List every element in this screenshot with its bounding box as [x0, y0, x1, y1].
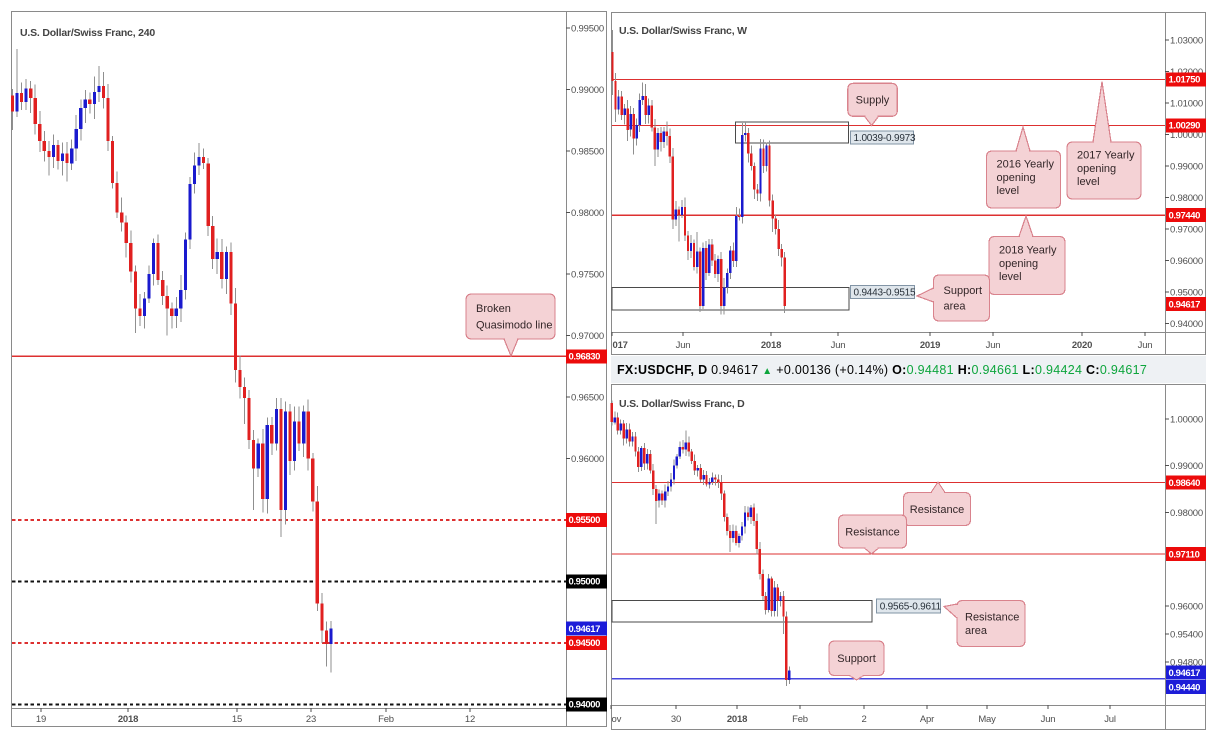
- svg-text:opening: opening: [1077, 163, 1116, 175]
- svg-text:0.96500: 0.96500: [571, 392, 604, 403]
- svg-text:0.95500: 0.95500: [569, 515, 601, 526]
- svg-text:0.94000: 0.94000: [1170, 319, 1203, 330]
- svg-text:0.94617: 0.94617: [569, 624, 601, 635]
- svg-text:ov: ov: [612, 714, 622, 725]
- svg-text:0.97440: 0.97440: [1169, 211, 1201, 222]
- svg-text:FX:USDCHF, D 0.94617 ▲ +0.0013: FX:USDCHF, D 0.94617 ▲ +0.00136 (+0.14%)…: [617, 363, 1147, 377]
- svg-text:12: 12: [465, 714, 475, 725]
- svg-text:Support: Support: [837, 653, 876, 665]
- svg-text:0.96000: 0.96000: [1170, 601, 1203, 612]
- svg-text:0.99500: 0.99500: [571, 24, 604, 35]
- svg-text:0.94440: 0.94440: [1169, 682, 1201, 693]
- svg-text:Jun: Jun: [1138, 340, 1153, 351]
- svg-text:1.00000: 1.00000: [1170, 130, 1203, 141]
- svg-text:U.S. Dollar/Swiss Franc, D: U.S. Dollar/Swiss Franc, D: [619, 398, 745, 410]
- svg-text:2019: 2019: [920, 340, 940, 351]
- svg-text:2: 2: [861, 714, 866, 725]
- svg-text:23: 23: [306, 714, 316, 725]
- svg-text:level: level: [1077, 176, 1100, 188]
- svg-text:1.0039-0.9973: 1.0039-0.9973: [854, 133, 917, 144]
- svg-text:Resistance: Resistance: [965, 612, 1019, 624]
- svg-text:0.98500: 0.98500: [571, 147, 604, 158]
- svg-text:017: 017: [613, 340, 628, 351]
- svg-text:Jun: Jun: [676, 340, 691, 351]
- svg-text:Supply: Supply: [856, 95, 890, 107]
- svg-text:level: level: [999, 271, 1022, 283]
- svg-text:Feb: Feb: [378, 714, 394, 725]
- svg-text:0.99000: 0.99000: [571, 85, 604, 96]
- svg-text:level: level: [997, 185, 1020, 197]
- svg-text:0.97110: 0.97110: [1169, 549, 1200, 560]
- svg-text:Broken: Broken: [476, 303, 511, 315]
- svg-text:0.97000: 0.97000: [571, 331, 604, 342]
- svg-text:0.97500: 0.97500: [571, 270, 604, 281]
- svg-text:0.99000: 0.99000: [1170, 461, 1203, 472]
- svg-text:1.01750: 1.01750: [1169, 75, 1201, 86]
- svg-text:0.94000: 0.94000: [569, 700, 601, 711]
- svg-text:0.95400: 0.95400: [1170, 629, 1203, 640]
- svg-text:Jul: Jul: [1104, 714, 1116, 725]
- svg-text:Resistance: Resistance: [845, 526, 899, 538]
- svg-text:Jun: Jun: [986, 340, 1001, 351]
- svg-text:2018 Yearly: 2018 Yearly: [999, 245, 1057, 257]
- svg-text:0.94617: 0.94617: [1169, 299, 1201, 310]
- svg-text:area: area: [944, 301, 967, 313]
- svg-text:Apr: Apr: [920, 714, 934, 725]
- svg-text:Quasimodo line: Quasimodo line: [476, 320, 552, 332]
- svg-text:0.99000: 0.99000: [1170, 162, 1203, 173]
- svg-text:Jun: Jun: [1041, 714, 1056, 725]
- svg-text:0.9565-0.9611: 0.9565-0.9611: [880, 602, 942, 613]
- svg-text:19: 19: [36, 714, 46, 725]
- svg-text:0.95000: 0.95000: [569, 577, 601, 588]
- svg-text:0.94617: 0.94617: [1169, 668, 1201, 679]
- svg-text:1.01000: 1.01000: [1170, 99, 1203, 110]
- svg-text:0.95000: 0.95000: [1170, 288, 1203, 299]
- svg-text:1.00290: 1.00290: [1169, 121, 1201, 132]
- svg-text:0.9443-0.9515: 0.9443-0.9515: [854, 288, 917, 299]
- svg-text:opening: opening: [997, 172, 1036, 184]
- svg-text:1.00000: 1.00000: [1170, 415, 1203, 426]
- svg-text:0.98000: 0.98000: [1170, 193, 1203, 204]
- svg-text:Feb: Feb: [792, 714, 808, 725]
- svg-text:0.96000: 0.96000: [571, 454, 604, 465]
- svg-text:0.98000: 0.98000: [571, 208, 604, 219]
- svg-text:area: area: [965, 625, 988, 637]
- svg-text:2018: 2018: [761, 340, 781, 351]
- svg-text:0.98640: 0.98640: [1169, 478, 1201, 489]
- svg-text:Support: Support: [944, 285, 983, 297]
- svg-text:Jun: Jun: [831, 340, 846, 351]
- svg-text:0.96000: 0.96000: [1170, 256, 1203, 267]
- svg-text:15: 15: [232, 714, 242, 725]
- svg-text:0.94500: 0.94500: [569, 638, 601, 649]
- svg-text:May: May: [978, 714, 996, 725]
- svg-text:Resistance: Resistance: [910, 504, 964, 516]
- svg-text:2020: 2020: [1072, 340, 1092, 351]
- svg-text:1.03000: 1.03000: [1170, 36, 1203, 47]
- svg-text:30: 30: [671, 714, 681, 725]
- svg-text:2017 Yearly: 2017 Yearly: [1077, 150, 1135, 162]
- svg-text:0.98000: 0.98000: [1170, 508, 1203, 519]
- svg-text:2018: 2018: [118, 714, 138, 725]
- svg-text:0.94800: 0.94800: [1170, 657, 1203, 668]
- svg-text:0.97000: 0.97000: [1170, 225, 1203, 236]
- svg-text:0.96830: 0.96830: [569, 352, 601, 363]
- svg-text:U.S. Dollar/Swiss Franc, 240: U.S. Dollar/Swiss Franc, 240: [20, 27, 155, 39]
- svg-text:2018: 2018: [727, 714, 747, 725]
- svg-text:2016 Yearly: 2016 Yearly: [997, 159, 1055, 171]
- svg-text:U.S. Dollar/Swiss Franc, W: U.S. Dollar/Swiss Franc, W: [619, 25, 747, 37]
- svg-text:opening: opening: [999, 258, 1038, 270]
